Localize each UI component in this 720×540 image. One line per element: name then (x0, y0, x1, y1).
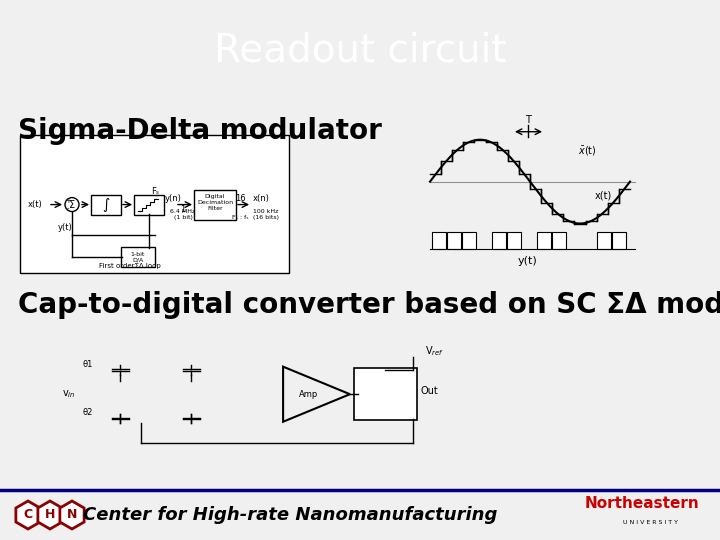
Text: 100 kHz
(16 bits): 100 kHz (16 bits) (253, 209, 279, 220)
Text: 1-bit
D/A: 1-bit D/A (131, 252, 145, 263)
Text: Out: Out (421, 386, 438, 396)
FancyBboxPatch shape (91, 194, 121, 214)
Bar (447, 232, 461, 249)
Text: Readout circuit: Readout circuit (214, 31, 506, 70)
Text: Center for High-rate Nanomanufacturing: Center for High-rate Nanomanufacturing (83, 506, 498, 524)
Text: Digital
Decimation
Filter: Digital Decimation Filter (197, 194, 233, 211)
Text: Sigma-Delta modulator: Sigma-Delta modulator (18, 117, 382, 145)
Text: θ2: θ2 (83, 408, 93, 417)
Text: $\bar{x}$(t): $\bar{x}$(t) (578, 145, 597, 158)
FancyBboxPatch shape (354, 368, 417, 420)
Text: 1: 1 (181, 205, 186, 213)
Text: Fₛ : fₛ: Fₛ : fₛ (232, 214, 248, 220)
Bar (462, 232, 476, 249)
Text: First orderΣΔ loop: First orderΣΔ loop (99, 264, 161, 269)
Text: Cap-to-digital converter based on SC ΣΔ modulator: Cap-to-digital converter based on SC ΣΔ … (18, 292, 720, 319)
Text: x(t): x(t) (595, 191, 612, 200)
Text: H: H (45, 509, 55, 522)
Bar (432, 232, 446, 249)
Bar (537, 232, 551, 249)
Text: 6.4 MHz
(1 bit): 6.4 MHz (1 bit) (171, 209, 196, 220)
Text: U N I V E R S I T Y: U N I V E R S I T Y (624, 521, 678, 525)
Text: x(n): x(n) (253, 193, 270, 202)
Text: V$_{ref}$: V$_{ref}$ (425, 343, 444, 357)
Bar (552, 232, 566, 249)
Text: y(t): y(t) (518, 256, 538, 266)
Text: +: + (65, 198, 71, 204)
Text: θ1: θ1 (83, 360, 93, 369)
Text: N: N (67, 509, 77, 522)
Text: Northeastern: Northeastern (585, 496, 700, 511)
Text: 16: 16 (235, 193, 246, 202)
Bar (597, 232, 611, 249)
Bar (492, 232, 506, 249)
Bar (507, 232, 521, 249)
Text: Fₛ: Fₛ (151, 187, 159, 195)
Text: -: - (67, 206, 69, 212)
FancyBboxPatch shape (20, 134, 289, 273)
Text: Amp: Amp (299, 390, 318, 399)
Text: y(t): y(t) (58, 222, 73, 232)
Text: ∫: ∫ (102, 198, 109, 212)
FancyBboxPatch shape (194, 190, 236, 220)
FancyBboxPatch shape (134, 194, 164, 214)
FancyBboxPatch shape (121, 247, 155, 267)
Text: C: C (24, 509, 32, 522)
Text: T: T (525, 114, 531, 125)
Text: y(n): y(n) (165, 193, 182, 202)
Text: Σ: Σ (69, 200, 75, 210)
Text: v$_{in}$: v$_{in}$ (62, 388, 76, 400)
Bar (612, 232, 626, 249)
Text: x(t): x(t) (28, 200, 42, 209)
